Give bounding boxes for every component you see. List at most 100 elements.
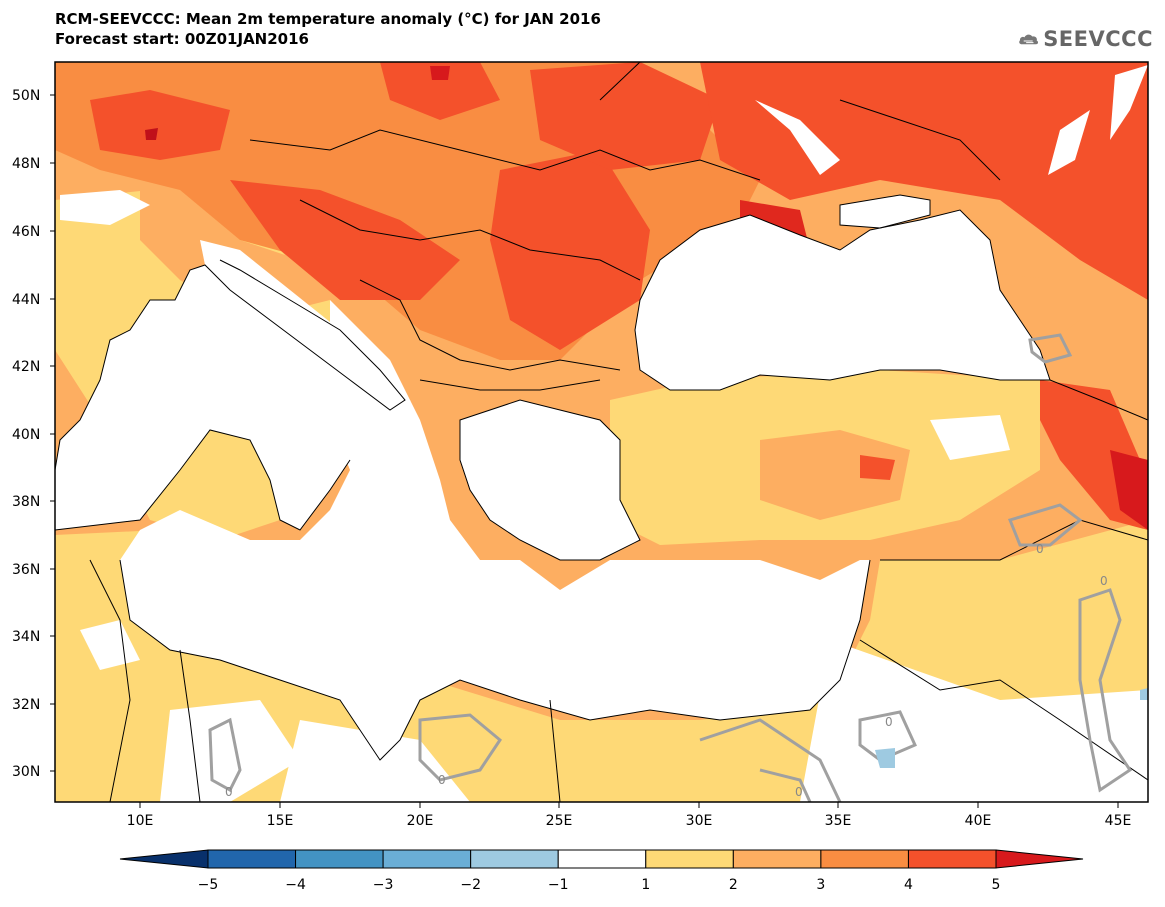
lon-label: 40E <box>965 813 992 829</box>
contour-label: 0 <box>795 785 803 799</box>
colorbar-tick-label: −1 <box>548 877 569 893</box>
caucasus-hotspot <box>1110 450 1148 530</box>
negative-anomaly-patch <box>875 748 895 768</box>
negative-anomaly-patch <box>1140 688 1148 700</box>
black-sea <box>635 210 1050 390</box>
colorbar-segment <box>470 849 559 869</box>
anomaly-gap <box>1110 65 1148 140</box>
anatolia-hot <box>860 455 895 480</box>
coastline-path <box>634 209 1051 391</box>
lon-label: 45E <box>1105 813 1132 829</box>
lat-label: 50N <box>12 88 40 104</box>
zero-contour <box>1078 588 1133 793</box>
border-path <box>880 519 1148 561</box>
central-europe-hot <box>90 90 230 160</box>
contour-label: 0 <box>885 715 893 729</box>
lon-label: 20E <box>407 813 434 829</box>
anomaly-gap <box>1048 110 1090 175</box>
colorbar-tick-label: 5 <box>992 877 1001 893</box>
colorbar-tick-label: 1 <box>641 877 650 893</box>
border-path <box>1049 379 1148 421</box>
central-mediterranean <box>120 300 870 760</box>
zero-contours <box>208 333 1133 802</box>
zero-contour <box>208 717 242 793</box>
lon-label: 10E <box>127 813 154 829</box>
colorbar-segment <box>907 849 997 869</box>
seevccc-logo: SEEVCCC <box>1018 22 1153 56</box>
anatolia-warm <box>760 430 910 520</box>
romania-hot <box>490 150 650 350</box>
zero-contour <box>699 718 842 802</box>
lon-label: 35E <box>825 813 852 829</box>
border-path <box>249 129 761 181</box>
france-white <box>60 190 150 225</box>
zero-contour <box>759 768 812 802</box>
coastline-path <box>119 559 871 761</box>
anomaly-gap <box>755 100 840 175</box>
contour-label: 0 <box>438 773 446 787</box>
anomaly-field <box>55 62 1148 802</box>
border-path <box>179 649 201 802</box>
colorbar-tick-label: −4 <box>285 877 306 893</box>
contour-label: 0 <box>1036 542 1044 556</box>
contour-labels: 0 0 0 0 0 0 <box>225 542 1108 799</box>
colorbar-segment <box>645 849 734 869</box>
border-path <box>299 199 641 281</box>
border-path <box>839 99 1001 181</box>
lat-label: 44N <box>12 292 40 308</box>
colorbar-segment <box>207 849 297 869</box>
lon-label: 30E <box>686 813 713 829</box>
aegean-sea <box>460 400 640 560</box>
contour-label: 0 <box>225 785 233 799</box>
map-frame <box>54 61 1149 803</box>
coastline-path <box>459 399 641 561</box>
poland-hot <box>380 62 500 120</box>
cloud-icon <box>1019 34 1039 45</box>
lat-label: 34N <box>12 629 40 645</box>
anatolia-white <box>930 415 1010 460</box>
colorbar-segment <box>820 849 909 869</box>
lat-label: 38N <box>12 494 40 510</box>
border-path <box>89 559 131 802</box>
hotspot <box>430 66 450 80</box>
desert-white-patch <box>160 700 300 802</box>
colorbar-segment <box>732 849 822 869</box>
lat-label: 36N <box>12 562 40 578</box>
colorbar-segment <box>557 849 647 869</box>
colorbar-segment <box>995 849 1084 869</box>
longitude-axis: 10E 15E 20E 25E 30E 35E 40E 45E <box>127 802 1132 829</box>
latitude-axis: 50N 48N 46N 44N 42N 40N 38N 36N 34N 32N … <box>12 88 55 780</box>
balkans-hot <box>230 180 460 300</box>
hotspot <box>145 128 158 140</box>
logo-text: SEEVCCC <box>1043 27 1153 51</box>
colorbar-tick-label: 2 <box>729 877 738 893</box>
desert-white-patch <box>280 720 470 802</box>
zero-contour <box>1028 333 1073 364</box>
colorbar-tick-label: 4 <box>904 877 913 893</box>
lat-label: 40N <box>12 427 40 443</box>
ukraine-hot <box>530 62 720 170</box>
coastline-path <box>55 259 406 471</box>
colorbar-tick-label: 3 <box>816 877 825 893</box>
adriatic-sea <box>200 240 405 410</box>
map-title: RCM-SEEVCCC: Mean 2m temperature anomaly… <box>55 10 601 28</box>
border-path <box>419 379 601 391</box>
forecast-start-label: Forecast start: 00Z01JAN2016 <box>55 30 309 48</box>
lat-label: 42N <box>12 359 40 375</box>
coastlines <box>55 62 1148 802</box>
lat-label: 30N <box>12 764 40 780</box>
colorbar-segment <box>119 849 209 869</box>
lat-label: 46N <box>12 224 40 240</box>
zero-contour <box>858 710 917 762</box>
lat-label: 32N <box>12 697 40 713</box>
zero-contour <box>418 713 502 782</box>
lon-label: 25E <box>546 813 573 829</box>
zero-contour <box>1007 503 1083 547</box>
colorbar-tick-label: −3 <box>373 877 394 893</box>
lat-label: 48N <box>12 156 40 172</box>
lon-label: 15E <box>267 813 294 829</box>
contour-label: 0 <box>1100 574 1108 588</box>
colorbar-tick-label: −5 <box>198 877 219 893</box>
border-path <box>599 62 641 101</box>
